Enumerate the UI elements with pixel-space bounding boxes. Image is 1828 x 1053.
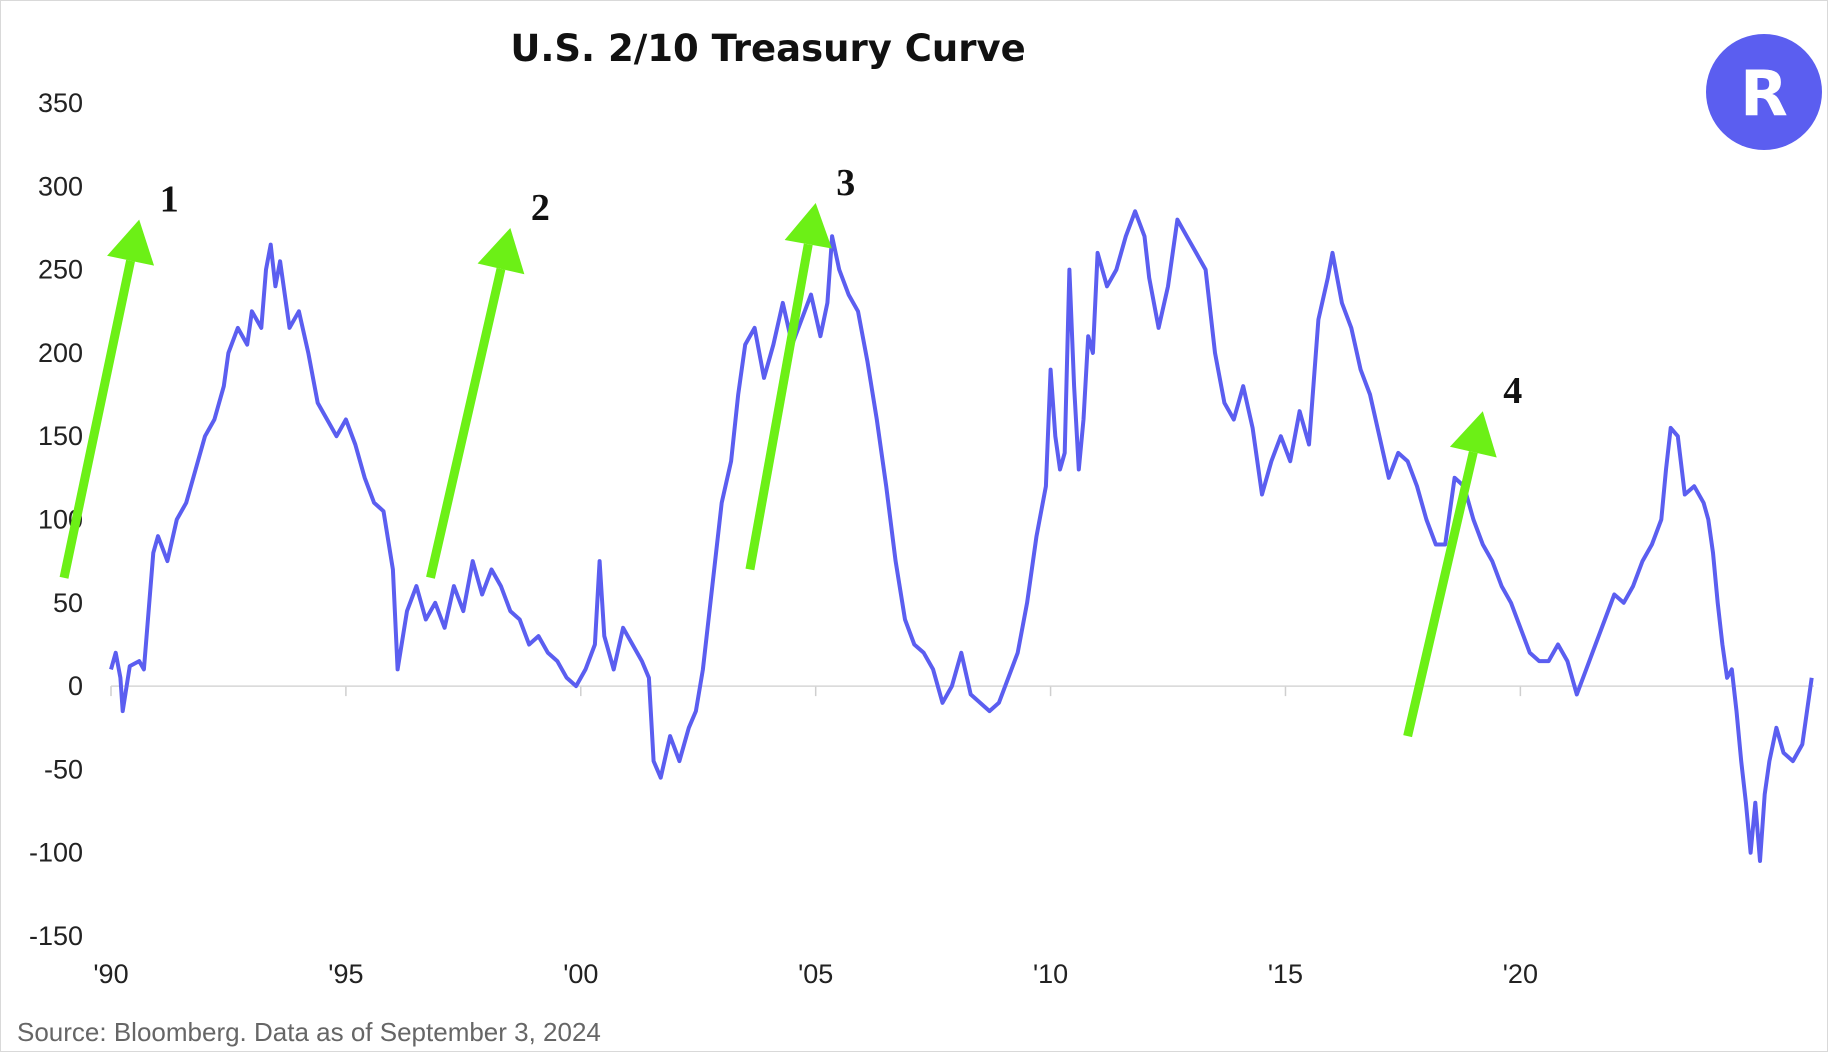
series-layer [109, 209, 1814, 863]
chart-title: U.S. 2/10 Treasury Curve [510, 27, 1025, 70]
annotation-layer: 1 2 3 4 [59, 162, 1522, 738]
x-tick-label: '20 [1503, 959, 1538, 989]
annotation-arrow-head [1449, 411, 1497, 458]
annotation-arrow-head [784, 202, 832, 249]
annotation-label: 2 [531, 187, 550, 229]
y-tick-label: 150 [38, 421, 83, 451]
y-tick-label: 250 [38, 255, 83, 285]
x-tick-label: '10 [1033, 959, 1068, 989]
annotation-arrow-shaft [1403, 451, 1478, 738]
x-tick-label: '90 [93, 959, 128, 989]
annotation-arrow-shaft [745, 243, 813, 571]
x-tick-label: '15 [1268, 959, 1303, 989]
brand-logo-letter: R [1740, 57, 1788, 130]
y-tick-label: -100 [29, 838, 83, 868]
annotation-label: 1 [160, 179, 179, 221]
annotation-label: 3 [836, 162, 855, 204]
x-tick-label: '95 [328, 959, 363, 989]
y-tick-label: 0 [68, 671, 83, 701]
annotation-arrow-head [477, 227, 525, 275]
annotation-arrow-shaft [426, 267, 506, 579]
series-line [109, 209, 1814, 863]
y-tick-label: -150 [29, 921, 83, 951]
y-tick-label: 350 [38, 88, 83, 118]
annotation-arrow-head [107, 219, 155, 266]
brand-logo: R [1706, 34, 1822, 150]
y-tick-label: 200 [38, 338, 83, 368]
x-axis: '90 '95 '00 '05 '10 '15 '20 [93, 686, 1538, 989]
x-tick-label: '05 [798, 959, 833, 989]
annotation-label: 4 [1503, 370, 1522, 412]
x-tick-label: '00 [563, 959, 598, 989]
y-tick-label: -50 [44, 754, 83, 784]
brand-logo-circle [1706, 34, 1822, 150]
y-tick-label: 50 [53, 588, 83, 618]
annotation-arrow-shaft [59, 259, 135, 579]
source-note: Source: Bloomberg. Data as of September … [17, 1017, 601, 1047]
y-tick-label: 300 [38, 171, 83, 201]
